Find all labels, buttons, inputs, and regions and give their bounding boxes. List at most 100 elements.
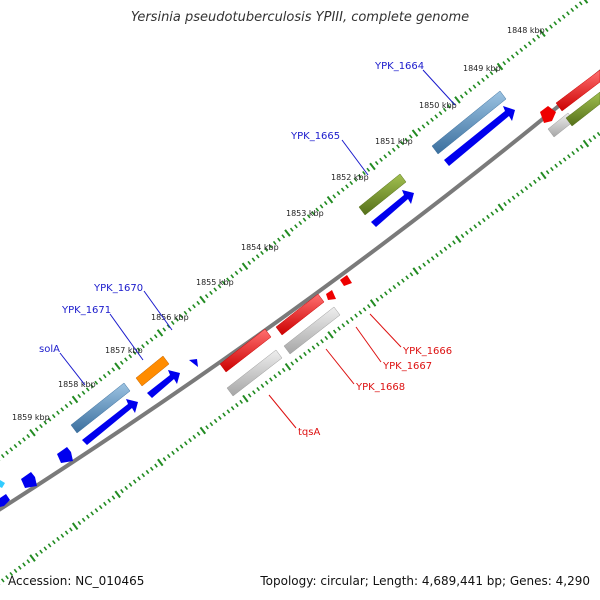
minor-tick-mark — [107, 498, 112, 503]
minor-tick-mark — [367, 304, 371, 309]
minor-tick-mark — [442, 107, 447, 112]
minor-tick-mark — [532, 37, 536, 43]
major-tick-mark — [29, 428, 36, 437]
feature-fragment-left-2[interactable] — [21, 472, 37, 488]
tick-label-1851: 1851 kbp — [375, 137, 413, 146]
minor-tick-mark — [47, 543, 52, 548]
minor-tick-mark — [578, 1, 583, 6]
minor-tick-mark — [510, 54, 515, 59]
minor-tick-mark — [523, 44, 528, 49]
minor-tick-mark — [81, 390, 86, 395]
tick-label-1850: 1850 kbp — [419, 101, 457, 110]
major-tick-mark — [199, 426, 207, 435]
minor-tick-mark — [571, 151, 576, 156]
feature-ypk1665[interactable] — [358, 173, 414, 227]
feature-right-edge[interactable] — [540, 69, 600, 138]
tick-label-1848: 1848 kbp — [507, 26, 545, 35]
minor-tick-mark — [39, 423, 43, 429]
minor-tick-mark — [468, 87, 473, 92]
gene-label-sola[interactable]: solA — [39, 344, 60, 355]
minor-tick-mark — [183, 441, 188, 446]
minor-tick-mark — [379, 157, 383, 162]
minor-tick-mark — [162, 327, 167, 332]
major-tick-mark — [157, 458, 164, 467]
minor-tick-mark — [294, 358, 299, 363]
minor-tick-mark — [153, 334, 158, 339]
gene-label-ypk1664[interactable]: YPK_1664 — [374, 61, 424, 72]
minor-tick-mark — [409, 272, 414, 277]
minor-tick-mark — [562, 157, 567, 162]
feature-ypk1670[interactable] — [135, 355, 180, 398]
minor-tick-mark — [94, 380, 99, 385]
minor-tick-mark — [124, 485, 129, 491]
minor-tick-mark — [90, 511, 95, 516]
gene-label-ypk1670[interactable]: YPK_1670 — [93, 283, 143, 294]
tick-label-1858: 1858 kbp — [58, 380, 96, 389]
feature-fragment-left-1[interactable] — [57, 447, 73, 463]
minor-tick-mark — [26, 433, 31, 439]
minor-tick-mark — [128, 482, 133, 487]
gene-label-ypk1671[interactable]: YPK_1671 — [61, 305, 111, 316]
minor-tick-mark — [464, 91, 468, 96]
minor-tick-mark — [332, 329, 337, 334]
minor-tick-mark — [473, 224, 478, 229]
minor-tick-mark — [277, 371, 282, 376]
minor-tick-mark — [252, 390, 256, 395]
minor-tick-mark — [447, 243, 452, 248]
tick-label-1849: 1849 kbp — [463, 64, 501, 73]
minor-tick-mark — [298, 355, 303, 360]
minor-tick-mark — [315, 342, 320, 347]
major-tick-mark — [241, 262, 249, 271]
minor-tick-mark — [375, 297, 380, 302]
gene-label-ypk1668[interactable]: YPK_1668 — [355, 382, 405, 393]
minor-tick-mark — [533, 179, 537, 184]
feature-tqsa[interactable] — [219, 328, 283, 397]
minor-tick-mark — [56, 410, 60, 415]
minor-tick-mark — [460, 233, 465, 239]
minor-tick-mark — [383, 154, 388, 159]
feature-ypk1667[interactable] — [275, 290, 336, 336]
minor-tick-mark — [5, 450, 9, 455]
minor-tick-mark — [9, 447, 14, 452]
feature-ypk1666[interactable] — [340, 275, 352, 286]
minor-tick-mark — [77, 520, 82, 526]
minor-tick-mark — [137, 476, 141, 481]
tick-label-1856: 1856 kbp — [151, 313, 189, 322]
minor-tick-mark — [162, 457, 167, 462]
minor-tick-mark — [430, 117, 434, 122]
gene-label-ypk1665[interactable]: YPK_1665 — [290, 131, 340, 142]
minor-tick-mark — [213, 418, 218, 424]
minor-tick-mark — [204, 294, 209, 299]
minor-tick-mark — [235, 402, 239, 408]
gene-label-ypk1666[interactable]: YPK_1666 — [402, 346, 452, 357]
minor-tick-mark — [119, 360, 124, 365]
minor-tick-mark — [103, 501, 107, 506]
minor-tick-mark — [171, 450, 175, 455]
minor-tick-mark — [64, 404, 69, 409]
minor-tick-mark — [17, 565, 22, 570]
minor-tick-mark — [34, 552, 39, 557]
minor-tick-mark — [438, 111, 443, 116]
feature-sola[interactable] — [70, 382, 138, 445]
minor-tick-mark — [170, 320, 175, 325]
major-tick-mark — [583, 0, 589, 4]
minor-tick-mark — [336, 190, 341, 196]
minor-tick-mark — [592, 135, 597, 140]
minor-tick-mark — [188, 438, 192, 443]
gene-label-tqsa[interactable]: tqsA — [298, 427, 320, 438]
minor-tick-mark — [77, 394, 82, 399]
feature-fragment-left-4[interactable] — [0, 480, 5, 488]
minor-tick-mark — [205, 425, 209, 430]
minor-tick-mark — [256, 387, 261, 392]
gene-label-ypk1667[interactable]: YPK_1667 — [382, 361, 432, 372]
minor-tick-mark — [0, 453, 5, 459]
minor-tick-mark — [515, 51, 519, 56]
minor-tick-mark — [196, 431, 201, 436]
feature-ypk1664[interactable] — [431, 90, 515, 166]
feature-ypk1668[interactable] — [283, 306, 341, 355]
feature-fragment-left-3[interactable] — [0, 494, 10, 507]
minor-tick-mark — [481, 217, 486, 223]
major-tick-mark — [326, 195, 334, 204]
feature-small-arrow-1856[interactable] — [189, 359, 198, 367]
